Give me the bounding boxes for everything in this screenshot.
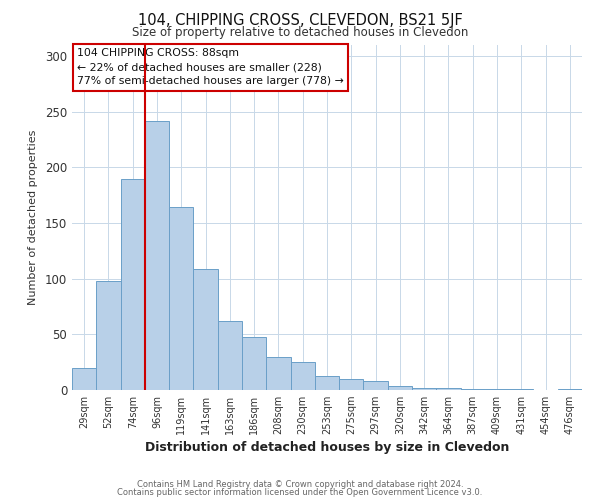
Bar <box>339 379 364 390</box>
Bar <box>169 208 193 390</box>
Bar <box>412 388 436 390</box>
Bar <box>485 389 509 390</box>
X-axis label: Distribution of detached houses by size in Clevedon: Distribution of detached houses by size … <box>145 442 509 454</box>
Text: Contains HM Land Registry data © Crown copyright and database right 2024.: Contains HM Land Registry data © Crown c… <box>137 480 463 489</box>
Bar <box>218 321 242 390</box>
Bar <box>436 388 461 390</box>
Bar <box>266 356 290 390</box>
Bar <box>461 389 485 390</box>
Bar <box>388 386 412 390</box>
Bar <box>509 389 533 390</box>
Text: 104 CHIPPING CROSS: 88sqm
← 22% of detached houses are smaller (228)
77% of semi: 104 CHIPPING CROSS: 88sqm ← 22% of detac… <box>77 48 344 86</box>
Bar <box>315 376 339 390</box>
Text: Contains public sector information licensed under the Open Government Licence v3: Contains public sector information licen… <box>118 488 482 497</box>
Bar <box>364 381 388 390</box>
Y-axis label: Number of detached properties: Number of detached properties <box>28 130 38 305</box>
Text: Size of property relative to detached houses in Clevedon: Size of property relative to detached ho… <box>132 26 468 39</box>
Bar <box>145 120 169 390</box>
Bar <box>558 389 582 390</box>
Bar <box>96 281 121 390</box>
Bar <box>72 368 96 390</box>
Bar <box>242 336 266 390</box>
Bar <box>290 362 315 390</box>
Bar <box>193 268 218 390</box>
Text: 104, CHIPPING CROSS, CLEVEDON, BS21 5JF: 104, CHIPPING CROSS, CLEVEDON, BS21 5JF <box>137 12 463 28</box>
Bar <box>121 178 145 390</box>
